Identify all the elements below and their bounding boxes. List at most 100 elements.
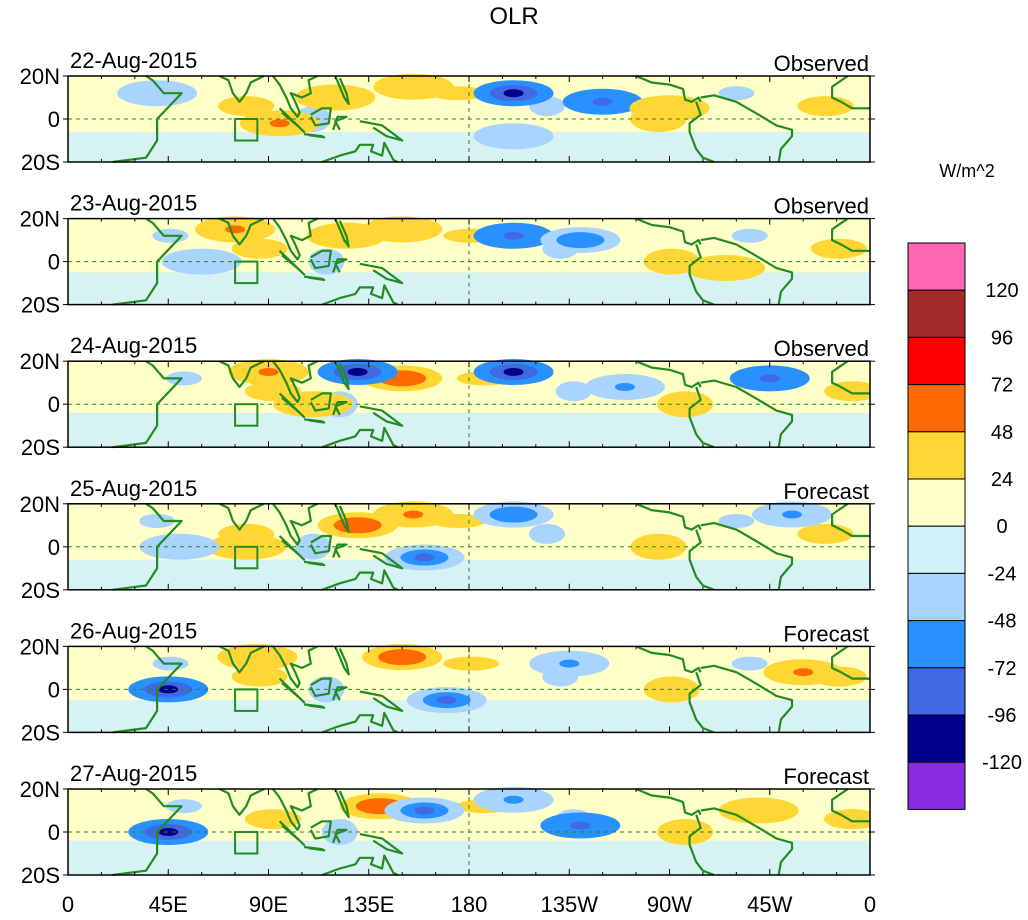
coastline (278, 250, 306, 276)
panel-kind: Observed (774, 336, 869, 361)
y-tick-label: 20S (21, 293, 60, 318)
coastline (332, 258, 348, 273)
coastline (635, 502, 702, 531)
coastline (112, 502, 183, 591)
colorbar-swatch (907, 525, 966, 574)
anomaly-contour (797, 96, 854, 117)
coastline (831, 502, 870, 538)
anomaly-contour (139, 514, 176, 528)
coastline (831, 360, 870, 395)
colorbar-swatch (907, 431, 966, 480)
colorbar-label: -48 (988, 611, 1017, 633)
anomaly-core (392, 374, 413, 383)
coastline (278, 392, 306, 419)
y-tick-label: 0 (48, 250, 60, 275)
coastline (112, 217, 183, 306)
coastline (700, 94, 794, 163)
anomaly-core (793, 668, 814, 677)
map-panel: 20N 0 20S 25-Aug-2015 Forecast (20, 476, 875, 603)
anomaly-contour (244, 809, 301, 830)
coastline (688, 244, 715, 306)
colorbar-label: 24 (991, 469, 1013, 491)
coastline (635, 360, 702, 389)
coastline (303, 560, 326, 567)
y-tick-label: 20S (21, 578, 60, 603)
coastline (359, 120, 404, 142)
coastline (321, 141, 399, 164)
anomaly-core (614, 383, 635, 391)
coastline (321, 569, 399, 591)
anomaly-core (659, 104, 680, 113)
coastline (359, 833, 404, 855)
panel-date: 27-Aug-2015 (70, 761, 197, 786)
coastline (332, 686, 348, 701)
anomaly-core (782, 510, 803, 519)
anomaly-contour (165, 371, 202, 386)
anomaly-field (68, 644, 870, 733)
coastline (334, 75, 350, 106)
panel-kind: Observed (774, 194, 869, 219)
anomaly-core (225, 225, 246, 234)
coastline (831, 788, 870, 823)
coastline (831, 217, 870, 252)
anomaly-core (325, 93, 346, 102)
coastline (332, 543, 348, 559)
coastline (688, 529, 715, 591)
y-tick-label: 0 (48, 107, 60, 132)
coastline (303, 418, 326, 424)
y-tick-label: 20N (20, 634, 60, 659)
anomaly-core (347, 367, 368, 376)
panel-date: 26-Aug-2015 (70, 618, 197, 643)
colorbar-swatch (907, 384, 966, 433)
coastline (272, 360, 318, 404)
coastline (219, 360, 265, 389)
index-box (234, 831, 259, 855)
coastline (334, 788, 350, 819)
coastline (309, 677, 332, 697)
y-tick-label: 20N (20, 349, 60, 374)
map-panel: 20N 0 20S 22-Aug-2015 Observed (20, 48, 875, 175)
coastlines (112, 74, 870, 164)
anomaly-core (503, 231, 524, 240)
panel-kind: Forecast (783, 479, 869, 504)
coastline (272, 502, 318, 546)
anomaly-core (158, 828, 179, 836)
anomaly-contour (443, 656, 500, 671)
coastline (303, 703, 326, 709)
anomaly-contour (824, 381, 870, 402)
anomaly-core (403, 82, 424, 91)
coastline (831, 645, 870, 680)
coastline (700, 236, 794, 305)
coastline (278, 107, 306, 133)
x-axis: 0 45E 90E 135E 180 135W 90W 45W 0 (62, 892, 876, 917)
coastline (688, 101, 715, 164)
x-tick-label: 90E (249, 892, 288, 917)
anomaly-core (392, 225, 413, 234)
anomaly-core (436, 696, 457, 705)
coastline (332, 401, 348, 416)
colorbar-label: -72 (988, 658, 1017, 680)
panel-date: 25-Aug-2015 (70, 476, 197, 501)
anomaly-contour (718, 86, 755, 101)
coastlines (112, 787, 870, 877)
x-tick-label: 0 (864, 892, 876, 917)
anomaly-core (592, 97, 613, 106)
anomaly-core (759, 374, 780, 383)
coastline (635, 74, 702, 103)
index-box (234, 545, 259, 570)
colorbar-units: W/m^2 (939, 161, 994, 181)
coastline (309, 820, 332, 840)
coastline (309, 534, 332, 555)
coastlines (112, 217, 870, 306)
colorbar-swatch (907, 714, 966, 763)
coastline (272, 788, 318, 831)
y-tick-label: 20S (21, 435, 60, 460)
coastline (635, 645, 702, 674)
colorbar-label: -96 (988, 705, 1017, 727)
coastline (700, 379, 794, 448)
colorbar: W/m^2 120 96 72 48 24 0 -24 -48 -72 -96 -120 (907, 161, 1022, 810)
anomaly-field (68, 73, 870, 162)
coastline (334, 645, 350, 676)
coastline (219, 645, 265, 674)
